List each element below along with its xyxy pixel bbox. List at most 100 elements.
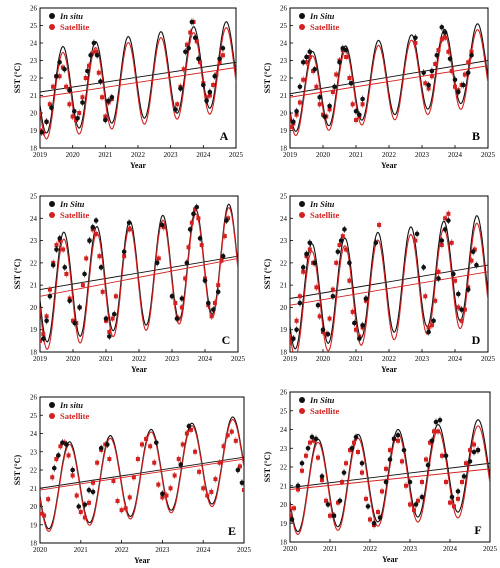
- in-situ-point: [54, 73, 59, 79]
- x-tick-label: 2024: [448, 355, 463, 363]
- satellite-point: [186, 245, 191, 250]
- satellite-point: [443, 35, 448, 40]
- in-situ-point: [239, 480, 244, 486]
- satellite-point: [201, 486, 206, 491]
- in-situ-point: [317, 94, 323, 100]
- in-situ-point: [343, 47, 349, 53]
- satellite-point: [205, 493, 210, 498]
- y-tick-label: 19: [30, 521, 38, 529]
- in-situ-point: [215, 289, 221, 295]
- satellite-point: [237, 464, 242, 469]
- x-axis-label: Year: [381, 161, 397, 170]
- satellite-point: [464, 461, 468, 466]
- in-situ-point: [297, 300, 303, 306]
- satellite-point: [404, 483, 408, 488]
- legend-in-situ-label: In Situ: [309, 11, 335, 21]
- satellite-point: [292, 506, 296, 511]
- satellite-point: [290, 125, 292, 129]
- x-axis-label: Year: [130, 161, 146, 170]
- in-situ-point: [105, 442, 110, 447]
- satellite-point: [50, 475, 55, 480]
- satellite-trend-line: [40, 458, 244, 491]
- satellite-point: [47, 287, 52, 292]
- in-situ-point: [183, 49, 188, 55]
- in-situ-point: [449, 494, 455, 500]
- satellite-point: [172, 473, 177, 478]
- satellite-point: [80, 283, 85, 288]
- in-situ-point: [443, 453, 449, 459]
- y-tick-label: 19: [280, 127, 288, 135]
- in-situ-point: [76, 504, 82, 509]
- satellite-point: [213, 477, 218, 482]
- y-tick-label: 19: [30, 127, 38, 135]
- in-situ-point: [87, 238, 92, 243]
- satellite-point: [123, 506, 128, 511]
- x-tick-label: 2025: [229, 151, 244, 159]
- in-situ-point: [433, 419, 439, 425]
- in-situ-point: [197, 236, 203, 241]
- plot-area: [40, 416, 244, 532]
- in-situ-point: [50, 262, 56, 268]
- x-tick-label: 2025: [481, 151, 496, 159]
- satellite-point: [364, 496, 368, 501]
- x-tick-label: 2020: [316, 151, 331, 159]
- panel-letter: C: [222, 333, 231, 347]
- x-tick-label: 2022: [132, 355, 147, 363]
- satellite-point: [297, 100, 302, 105]
- satellite-point: [290, 341, 292, 346]
- in-situ-point: [331, 513, 337, 519]
- satellite-point: [90, 51, 95, 56]
- satellite-point: [193, 207, 198, 212]
- satellite-point: [42, 513, 47, 518]
- satellite-point: [439, 243, 444, 248]
- satellite-point: [95, 460, 100, 465]
- y-tick-label: 18: [280, 349, 288, 357]
- satellite-point: [57, 74, 62, 79]
- satellite-point: [54, 457, 59, 462]
- y-tick-label: 23: [280, 237, 288, 245]
- in-situ-point: [357, 112, 362, 118]
- panel-letter: B: [472, 129, 480, 143]
- satellite-point: [336, 500, 340, 505]
- satellite-point: [198, 60, 203, 65]
- satellite-point: [316, 455, 320, 460]
- in-situ-point: [469, 52, 474, 58]
- satellite-point: [73, 118, 78, 122]
- satellite-point: [436, 429, 440, 434]
- y-tick-label: 18: [30, 145, 38, 153]
- satellite-point: [74, 493, 79, 498]
- legend-in-situ-marker: [49, 402, 55, 408]
- y-tick-label: 25: [280, 22, 288, 30]
- x-tick-label: 2024: [443, 545, 458, 553]
- in-situ-point: [154, 260, 160, 266]
- y-tick-label: 21: [30, 92, 38, 100]
- in-situ-fit-curve: [290, 215, 488, 350]
- in-situ-point: [347, 260, 352, 266]
- in-situ-trend-line: [290, 462, 490, 489]
- satellite-point: [324, 498, 328, 503]
- y-tick-label: 25: [30, 193, 38, 201]
- y-tick-label: 18: [30, 540, 38, 548]
- satellite-point: [60, 65, 65, 70]
- satellite-point: [197, 469, 202, 474]
- legend-satellite-marker: [49, 212, 55, 218]
- satellite-point: [330, 287, 335, 292]
- legend-in-situ-marker: [299, 201, 305, 207]
- satellite-point: [110, 316, 115, 321]
- legend-satellite-label: Satellite: [310, 406, 339, 416]
- in-situ-point: [341, 470, 347, 475]
- satellite-point: [180, 442, 185, 447]
- satellite-point: [119, 508, 124, 513]
- satellite-point: [97, 254, 102, 259]
- satellite-point: [107, 329, 112, 334]
- satellite-point: [209, 489, 214, 494]
- satellite-point: [199, 243, 204, 248]
- in-situ-point: [401, 447, 407, 453]
- satellite-point: [433, 62, 438, 66]
- satellite-point: [44, 314, 49, 319]
- in-situ-point: [429, 438, 435, 444]
- satellite-point: [347, 278, 352, 283]
- y-tick-label: 20: [280, 110, 288, 118]
- satellite-point: [66, 453, 71, 458]
